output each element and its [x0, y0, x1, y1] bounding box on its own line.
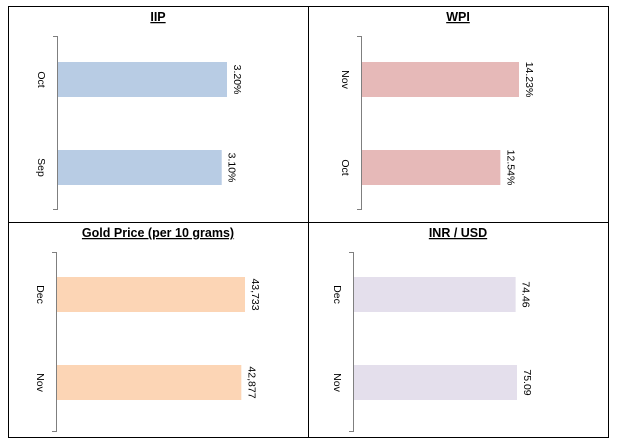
data-label: 3.20% [231, 65, 243, 95]
data-label: 14.23% [523, 62, 535, 98]
data-label: 42,877 [245, 366, 257, 398]
data-label: 75.09 [521, 369, 533, 395]
chart-title: INR / USD [429, 226, 487, 240]
bar-dec [354, 277, 516, 312]
chart-title: IIP [150, 10, 165, 24]
category-label: Dec [34, 285, 46, 304]
chart-panel-1: IIP Oct 3.20% Sep 3.10% [35, 10, 243, 210]
chart-title: WPI [446, 10, 470, 24]
category-label: Nov [34, 373, 46, 392]
bar-sep [58, 150, 222, 185]
category-label: Sep [35, 158, 47, 177]
category-label: Oct [35, 71, 47, 87]
category-label: Dec [331, 285, 343, 304]
bar-oct [58, 62, 227, 97]
bar-nov [57, 365, 242, 400]
bar-nov [362, 62, 519, 97]
category-label: Nov [331, 373, 343, 392]
data-label: 12.54% [504, 150, 516, 186]
bar-dec [57, 277, 245, 312]
chart-panel-4: INR / USD Dec 74.46 Nov 75.09 [331, 226, 533, 432]
bar-oct [362, 150, 501, 185]
chart-panel-3: Gold Price (per 10 grams) Dec 43,733 Nov 42,… [34, 226, 261, 432]
chart-title: Gold Price (per 10 grams) [82, 226, 234, 240]
data-label: 43,733 [249, 278, 261, 310]
chart-grid: IIP Oct 3.20% Sep 3.10% WPI Nov 14.23% Oct 12.54%… [8, 6, 609, 438]
category-label: Oct [339, 159, 351, 175]
data-label: 3.10% [226, 153, 238, 183]
data-label: 74.46 [520, 281, 532, 307]
chart-panel-2: WPI Nov 14.23% Oct 12.54% [339, 10, 535, 210]
bar-nov [354, 365, 517, 400]
category-label: Nov [339, 70, 351, 89]
